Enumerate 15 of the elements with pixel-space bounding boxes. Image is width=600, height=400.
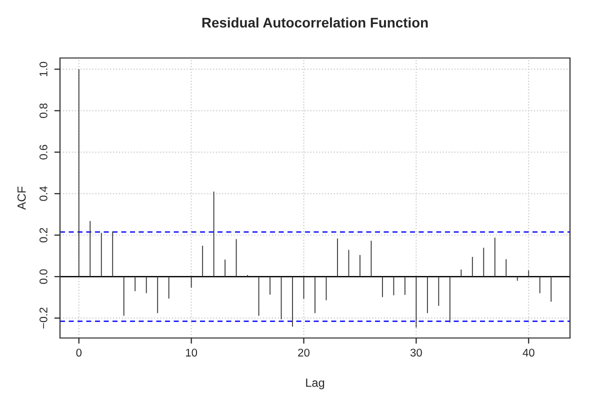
y-tick-label: −0.2 bbox=[40, 308, 48, 329]
x-axis-title: Lag bbox=[306, 378, 324, 390]
x-tick-label: 0 bbox=[76, 348, 82, 357]
chart-title: Residual Autocorrelation Function bbox=[202, 17, 428, 28]
x-tick-label: 20 bbox=[298, 348, 310, 357]
y-tick-label: 1.0 bbox=[40, 62, 48, 76]
x-tick-label: 40 bbox=[522, 348, 534, 357]
y-tick-label: 0.8 bbox=[40, 103, 48, 118]
y-tick-label: 0.6 bbox=[40, 144, 48, 160]
x-tick-label: 30 bbox=[410, 348, 422, 357]
y-tick-label: 0.2 bbox=[40, 228, 48, 242]
x-tick-label: 10 bbox=[186, 348, 198, 357]
y-tick-label: 0.4 bbox=[40, 186, 48, 201]
y-tick-label: 0.0 bbox=[40, 269, 48, 284]
y-axis-title: ACF bbox=[17, 186, 26, 210]
